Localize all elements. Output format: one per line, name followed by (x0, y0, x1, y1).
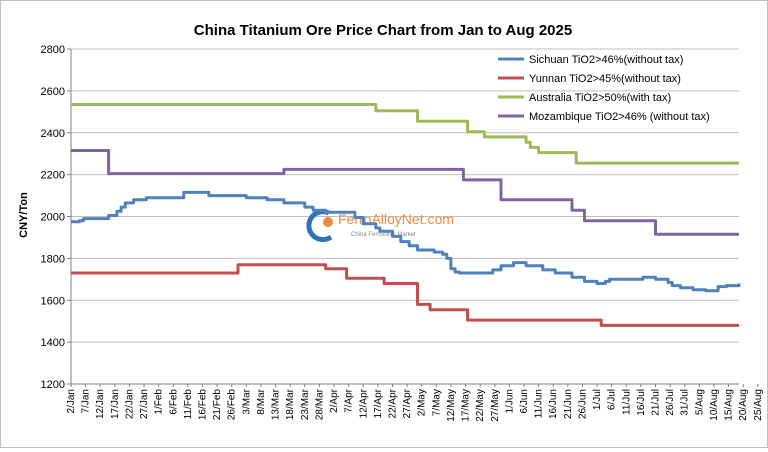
x-tick-label: 3/Mar (241, 388, 252, 414)
x-tick-label: 25/Aug (753, 389, 764, 421)
x-tick-label: 17/May (461, 389, 472, 422)
x-tick-label: 17/Apr (373, 388, 384, 418)
y-tick-label: 1600 (41, 295, 65, 307)
series-line-0 (71, 190, 741, 293)
legend-entry: Mozambique TiO2>46% (without tax) (529, 111, 710, 123)
x-tick-label: 2/May (417, 389, 428, 416)
x-tick-label: 20/Aug (738, 389, 749, 421)
watermark-tagline: China FerroAlloy Market (351, 232, 416, 238)
x-tick-label: 6/Jul (607, 389, 618, 410)
x-tick-label: 13/Mar (271, 388, 282, 420)
y-tick-label: 1400 (41, 337, 65, 349)
x-tick-label: 27/Jan (139, 389, 150, 419)
x-tick-label: 28/Mar (314, 388, 325, 420)
x-tick-label: 6/Jun (519, 389, 530, 413)
legend: Sichuan TiO2>46%(without tax) Yunnan TiO2… (498, 54, 710, 123)
x-tick-label: 21/Jun (563, 389, 574, 419)
x-tick-label: 16/Feb (198, 389, 209, 421)
x-tick-label: 16/Jun (548, 389, 559, 419)
x-tick-label: 16/Jul (636, 389, 647, 416)
x-tick-label: 26/Jul (665, 389, 676, 416)
ferroalloynet-logo-icon (306, 209, 333, 243)
x-tick-label: 12/Jan (95, 389, 106, 419)
x-tick-label: 26/Feb (227, 389, 238, 421)
x-tick-label: 11/Feb (183, 389, 194, 420)
y-axis-ticks: 1200 1400 1600 1800 2000 2200 2400 2600 2800 (41, 44, 71, 391)
y-tick-label: 2800 (41, 44, 65, 56)
x-tick-label: 26/Jun (577, 389, 588, 419)
x-axis-ticks: 2/Jan 7/Jan 12/Jan 17/Jan 22/Jan 27/Jan 1/Feb 6… (66, 384, 764, 422)
x-tick-label: 11/Jun (534, 389, 545, 418)
y-tick-label: 1800 (41, 253, 65, 265)
x-tick-label: 7/Jan (81, 389, 92, 413)
data-series (71, 103, 741, 327)
x-tick-label: 27/Apr (402, 388, 413, 418)
x-tick-label: 23/Mar (300, 388, 311, 420)
series-line-3 (71, 149, 739, 236)
x-tick-label: 11/Jul (621, 389, 632, 415)
x-tick-label: 7/May (431, 389, 442, 416)
x-tick-label: 2/Jan (66, 389, 77, 413)
y-tick-label: 2400 (41, 128, 65, 140)
x-tick-label: 12/May (446, 389, 457, 422)
x-tick-label: 8/Mar (256, 388, 267, 414)
legend-entry: Australia TiO2>50%(with tax) (529, 92, 671, 104)
x-tick-label: 1/Jul (592, 389, 603, 410)
x-tick-label: 6/Feb (168, 389, 179, 415)
chart-title: China Titanium Ore Price Chart from Jan … (194, 22, 572, 39)
y-tick-label: 2600 (41, 86, 65, 98)
x-tick-label: 22/Apr (387, 388, 398, 418)
x-tick-label: 7/Apr (344, 388, 355, 413)
x-tick-label: 12/Apr (358, 388, 369, 418)
x-tick-label: 22/May (475, 389, 486, 422)
legend-entry: Sichuan TiO2>46%(without tax) (529, 54, 683, 66)
series-line-2 (71, 103, 739, 165)
ferroalloynet-watermark: FerroAlloyNet.com China FerroAlloy Marke… (306, 209, 454, 243)
x-tick-label: 18/Mar (285, 388, 296, 420)
series-line-1 (71, 263, 739, 327)
x-tick-label: 1/Feb (154, 389, 165, 415)
y-tick-label: 2200 (41, 170, 65, 182)
x-tick-label: 21/Feb (212, 389, 223, 421)
x-tick-label: 21/Jul (651, 389, 662, 416)
x-tick-label: 10/Aug (709, 389, 720, 421)
y-tick-label: 1200 (41, 379, 65, 391)
x-tick-label: 1/Jun (504, 389, 515, 413)
y-axis-label: CNY/Ton (18, 192, 30, 238)
x-tick-label: 27/May (490, 389, 501, 422)
x-tick-label: 31/Jul (680, 389, 691, 416)
x-tick-label: 5/Aug (694, 389, 705, 415)
y-tick-label: 2000 (41, 212, 65, 224)
x-tick-label: 15/Aug (724, 389, 735, 421)
x-tick-label: 22/Jan (124, 389, 135, 419)
legend-entry: Yunnan TiO2>45%(without tax) (529, 73, 681, 85)
x-tick-label: 17/Jan (110, 389, 121, 419)
x-tick-label: 2/Apr (329, 388, 340, 413)
